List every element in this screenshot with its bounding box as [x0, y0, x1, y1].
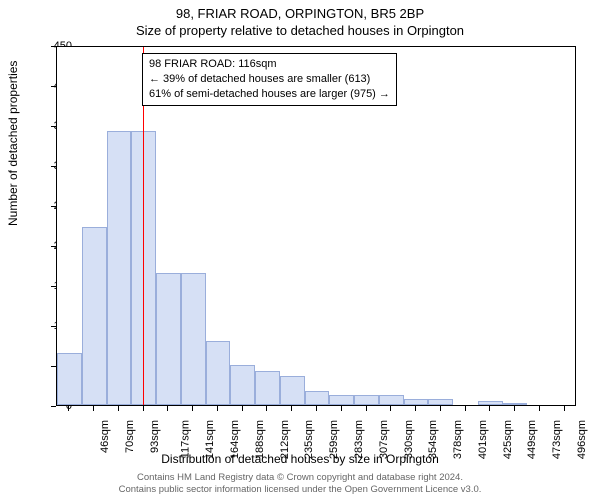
callout-line: ← 39% of detached houses are smaller (61…: [149, 72, 390, 87]
x-tick-mark: [192, 406, 193, 411]
x-tick-mark: [291, 406, 292, 411]
histogram-bar: [156, 273, 181, 405]
histogram-bar: [107, 131, 132, 405]
histogram-bar: [255, 371, 280, 405]
histogram-bar: [404, 399, 429, 405]
footer-line-1: Contains HM Land Registry data © Crown c…: [0, 472, 600, 484]
x-tick-mark: [539, 406, 540, 411]
footer-line-2: Contains public sector information licen…: [0, 484, 600, 496]
x-tick-mark: [217, 406, 218, 411]
histogram-bar: [428, 399, 453, 405]
x-tick-mark: [143, 406, 144, 411]
callout-box: 98 FRIAR ROAD: 116sqm← 39% of detached h…: [142, 53, 397, 106]
x-tick-mark: [514, 406, 515, 411]
x-axis-title: Distribution of detached houses by size …: [0, 452, 600, 466]
x-tick-label: 70sqm: [124, 420, 136, 453]
x-tick-mark: [415, 406, 416, 411]
x-tick-mark: [465, 406, 466, 411]
callout-line: 61% of semi-detached houses are larger (…: [149, 87, 390, 102]
y-axis-title: Number of detached properties: [6, 61, 20, 226]
x-tick-mark: [564, 406, 565, 411]
page-title-main: 98, FRIAR ROAD, ORPINGTON, BR5 2BP: [0, 0, 600, 21]
histogram-bar: [230, 365, 255, 405]
histogram-bar: [181, 273, 206, 405]
attribution-footer: Contains HM Land Registry data © Crown c…: [0, 472, 600, 496]
y-tick-mark: [51, 406, 56, 407]
callout-line: 98 FRIAR ROAD: 116sqm: [149, 57, 390, 72]
histogram-bar: [379, 395, 404, 405]
x-tick-label: 46sqm: [99, 420, 111, 453]
histogram-bar: [206, 341, 231, 405]
x-tick-mark: [316, 406, 317, 411]
x-tick-mark: [68, 406, 69, 411]
histogram-bar: [82, 227, 107, 405]
x-tick-mark: [390, 406, 391, 411]
x-tick-mark: [366, 406, 367, 411]
x-tick-mark: [440, 406, 441, 411]
x-tick-mark: [118, 406, 119, 411]
histogram-bar: [503, 403, 528, 405]
x-tick-label: 93sqm: [149, 420, 161, 453]
histogram-bar: [305, 391, 330, 405]
histogram-bar: [280, 376, 305, 405]
histogram-bar: [478, 401, 503, 405]
x-tick-mark: [167, 406, 168, 411]
x-tick-mark: [242, 406, 243, 411]
x-tick-mark: [266, 406, 267, 411]
histogram-bar: [57, 353, 82, 405]
x-tick-mark: [93, 406, 94, 411]
x-tick-mark: [341, 406, 342, 411]
x-tick-mark: [489, 406, 490, 411]
histogram-bar: [329, 395, 354, 405]
page-title-sub: Size of property relative to detached ho…: [0, 21, 600, 38]
histogram-bar: [354, 395, 379, 405]
histogram-plot: 98 FRIAR ROAD: 116sqm← 39% of detached h…: [56, 46, 576, 406]
histogram-bar: [131, 131, 156, 405]
